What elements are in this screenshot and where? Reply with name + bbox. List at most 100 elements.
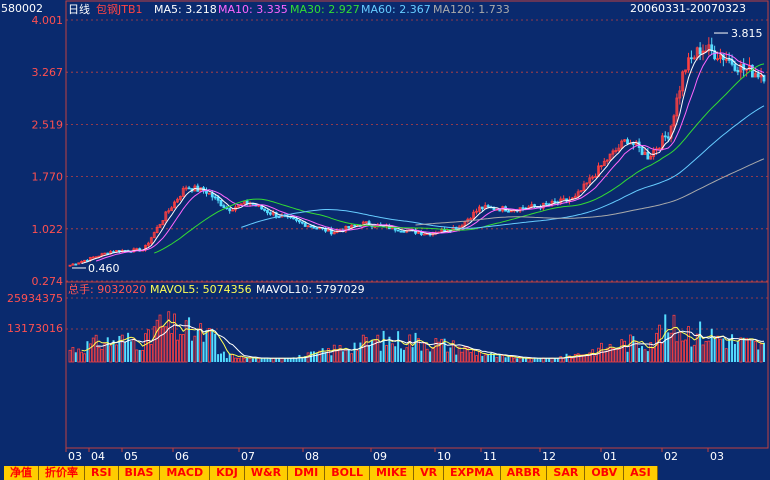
volume-bar	[579, 354, 583, 363]
volume-bar	[344, 349, 348, 363]
candle-body	[239, 203, 243, 206]
candle-body	[750, 64, 754, 78]
volume-bar	[106, 337, 109, 362]
tab-11[interactable]: EXPMA	[444, 466, 501, 480]
ma-label-2: MA10: 3.335	[218, 3, 288, 16]
tab-6[interactable]: W&R	[244, 466, 289, 480]
volume-bar	[397, 331, 400, 362]
price-tick-label: 1.770	[32, 171, 64, 184]
volume-bar	[757, 349, 760, 362]
ma-label-1: MA5: 3.218	[154, 3, 217, 16]
volume-bar	[422, 342, 426, 363]
candle-body	[713, 50, 717, 60]
volume-bar	[492, 353, 495, 362]
volume-bar	[315, 352, 318, 362]
volume-bar	[120, 334, 124, 363]
tab-4[interactable]: MACD	[160, 466, 211, 480]
volume-bar	[225, 358, 228, 362]
volume-bar	[425, 348, 429, 363]
candle-body	[344, 226, 348, 232]
volume-bar	[414, 332, 417, 362]
volume-bar	[420, 350, 423, 362]
volume-bar	[632, 336, 635, 362]
volume-bar	[301, 358, 304, 362]
volume-bar	[434, 338, 438, 363]
candle-body	[681, 71, 685, 92]
tab-0[interactable]: 净值	[4, 466, 39, 480]
month-label: 10	[437, 450, 451, 463]
stock-code: 580002	[1, 2, 43, 15]
volume-bar	[641, 346, 644, 362]
volume-bar	[739, 337, 743, 363]
volume-bar	[193, 335, 197, 363]
volume-bar	[548, 358, 551, 362]
volume-bar	[646, 351, 649, 362]
volume-bar	[536, 358, 539, 362]
tab-9[interactable]: MIKE	[369, 466, 415, 480]
tab-13[interactable]: SAR	[547, 466, 586, 480]
kline-chart[interactable]: 580002 日线 包钢JTB1 MA5: 3.218 MA10: 3.335 MA30:…	[0, 0, 770, 466]
candle-body	[94, 256, 98, 259]
tab-12[interactable]: ARBR	[500, 466, 548, 480]
volume-bar	[498, 354, 501, 362]
tab-1[interactable]: 折价率	[39, 466, 85, 480]
volume-bar	[376, 334, 380, 363]
volume-bar	[129, 341, 132, 362]
candle-body	[83, 259, 86, 262]
volume-bar	[188, 317, 191, 362]
tab-7[interactable]: DMI	[288, 466, 326, 480]
tab-5[interactable]: KDJ	[210, 466, 245, 480]
date-range: 20060331-20070323	[630, 2, 746, 15]
volume-bar	[246, 357, 249, 362]
mavol5-label: MAVOL5: 5074356	[150, 283, 252, 296]
candle-body	[364, 221, 368, 224]
tab-10[interactable]: VR	[414, 466, 445, 480]
volume-bar	[275, 358, 278, 362]
ma5-line	[81, 49, 765, 264]
volume-bar	[669, 332, 673, 363]
volume-bar	[692, 344, 696, 363]
month-label: 06	[175, 450, 189, 463]
volume-bar	[173, 313, 176, 363]
candle-body	[573, 195, 577, 199]
volume-bar	[231, 354, 235, 363]
candle-body	[178, 195, 182, 200]
volume-bar	[533, 358, 536, 362]
volume-bar	[115, 344, 118, 363]
candle-body	[684, 69, 687, 73]
candle-body	[658, 147, 661, 150]
tab-8[interactable]: BOLL	[325, 466, 370, 480]
candle-body	[553, 200, 557, 203]
ma10-line	[95, 52, 765, 262]
candle-body	[739, 63, 743, 73]
tab-3[interactable]: BIAS	[118, 466, 161, 480]
candle-body	[266, 209, 269, 214]
volume-bar	[71, 346, 75, 363]
tab-2[interactable]: RSI	[85, 466, 119, 480]
volume-bar	[745, 337, 748, 363]
volume-bar	[684, 339, 687, 363]
volume-bar	[490, 352, 493, 362]
tab-14[interactable]: OBV	[585, 466, 625, 480]
candle-body	[663, 135, 667, 138]
volume-bar	[388, 336, 391, 362]
volume-bar	[361, 334, 365, 363]
volume-bar	[617, 349, 621, 363]
month-label: 12	[542, 450, 556, 463]
volume-bar	[324, 352, 327, 362]
candle-body	[205, 190, 208, 194]
volume-bar	[431, 347, 435, 363]
volume-bar	[573, 354, 577, 363]
volume-bar	[524, 358, 527, 362]
candle-body	[306, 225, 310, 228]
volume-bar	[594, 355, 597, 363]
tab-15[interactable]: ASI	[624, 466, 658, 480]
candle-body	[472, 211, 476, 220]
candle-body	[602, 160, 606, 167]
volume-bar	[695, 333, 699, 363]
candle-body	[353, 224, 356, 227]
volume-bar	[530, 357, 534, 363]
volume-bar	[141, 350, 144, 363]
candle-body	[753, 73, 757, 78]
volume-bar	[211, 328, 214, 362]
